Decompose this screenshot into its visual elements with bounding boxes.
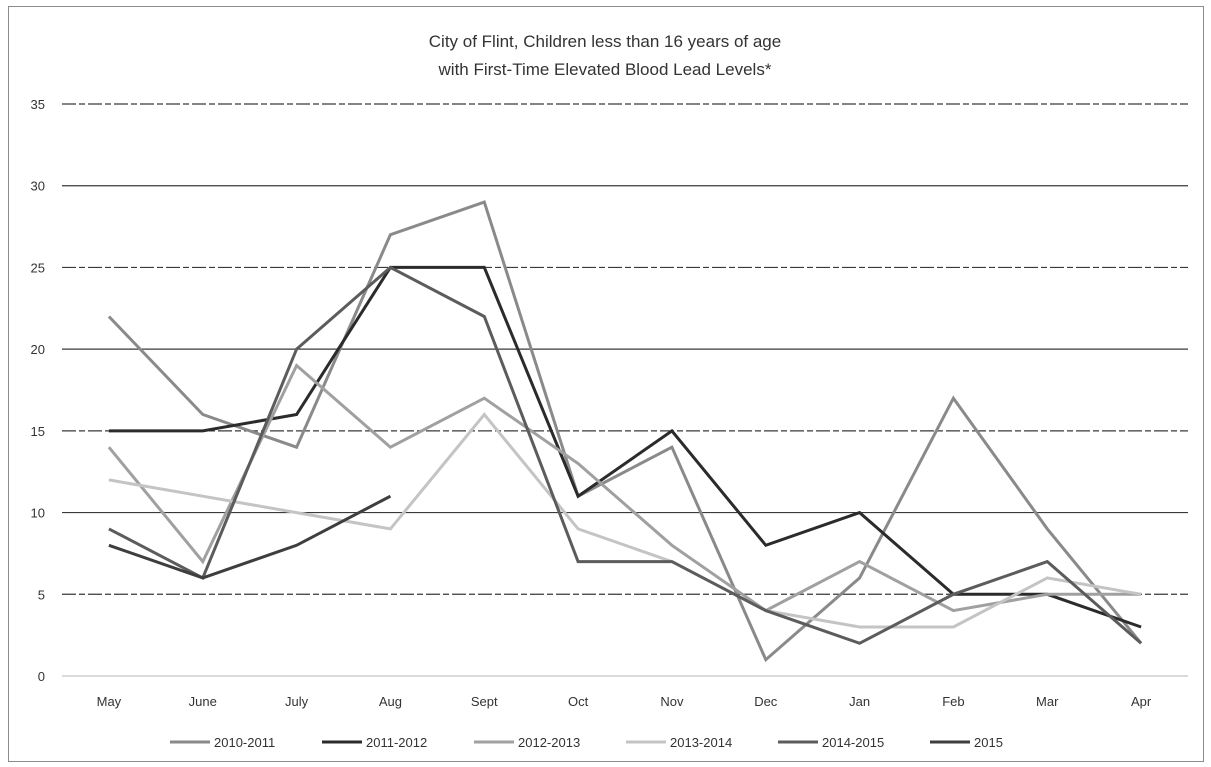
legend-item-2014-2015: 2014-2015 (778, 735, 884, 750)
legend-label: 2012-2013 (518, 735, 580, 750)
legend-item-2011-2012: 2011-2012 (322, 735, 427, 750)
legend-label: 2011-2012 (366, 735, 427, 750)
series-line-2014-2015 (108, 265, 1143, 645)
x-tick-label: Nov (660, 694, 684, 709)
x-tick-label: Sept (471, 694, 498, 709)
y-tick-label: 15 (31, 424, 45, 439)
x-tick-label: July (285, 694, 309, 709)
legend-item-2013-2014: 2013-2014 (626, 735, 732, 750)
x-tick-label: Aug (379, 694, 402, 709)
chart-frame (8, 6, 1204, 762)
y-tick-label: 25 (31, 260, 45, 275)
legend-label: 2014-2015 (822, 735, 884, 750)
y-axis-ticks: 0 5 10 15 20 25 30 35 (31, 97, 45, 684)
x-tick-label: Feb (942, 694, 964, 709)
x-tick-label: Jan (849, 694, 870, 709)
x-tick-label: Dec (754, 694, 778, 709)
y-tick-label: 30 (31, 179, 45, 194)
grid-layer (62, 103, 1188, 677)
series-line-2010-2011 (107, 200, 1143, 663)
y-tick-label: 10 (31, 506, 45, 521)
y-tick-label: 0 (38, 669, 45, 684)
legend-label: 2013-2014 (670, 735, 732, 750)
legend-item-2010-2011: 2010-2011 (170, 735, 275, 750)
legend-label: 2010-2011 (214, 735, 275, 750)
x-tick-label: June (189, 694, 217, 709)
chart-subtitle: with First-Time Elevated Blood Lead Leve… (438, 60, 772, 79)
y-tick-label: 35 (31, 97, 45, 112)
legend: 2010-2011 2011-2012 2012-2013 2013-2014 2014… (170, 735, 1003, 750)
series-line-2015 (108, 494, 392, 580)
series-line-2012-2013 (107, 363, 1142, 613)
x-tick-label: May (97, 694, 122, 709)
legend-label: 2015 (974, 735, 1003, 750)
legend-item-2012-2013: 2012-2013 (474, 735, 580, 750)
chart-title: City of Flint, Children less than 16 yea… (429, 32, 781, 51)
series-line-2013-2014 (108, 412, 1142, 629)
series-layer (107, 200, 1143, 663)
x-tick-label: Apr (1131, 694, 1152, 709)
y-tick-label: 5 (38, 587, 45, 602)
series-line-2011-2012 (108, 265, 1142, 629)
legend-item-2015: 2015 (930, 735, 1003, 750)
y-tick-label: 20 (31, 342, 45, 357)
x-axis-ticks: May June July Aug Sept Oct Nov Dec Jan Feb Mar Apr (97, 694, 1152, 709)
x-tick-label: Mar (1036, 694, 1059, 709)
x-tick-label: Oct (568, 694, 589, 709)
